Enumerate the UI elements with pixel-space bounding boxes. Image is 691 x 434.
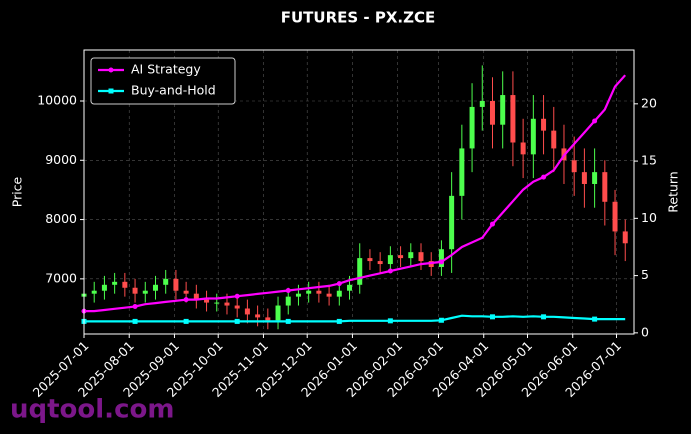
candle-body — [112, 281, 118, 285]
marker — [183, 297, 189, 303]
candle-body — [183, 290, 189, 294]
marker — [541, 314, 547, 320]
y-tick-label: 7000 — [45, 270, 77, 285]
y2-tick-label: 5 — [641, 267, 649, 282]
candle-body — [285, 296, 291, 306]
candle-body — [469, 106, 475, 149]
line — [84, 314, 626, 323]
candle-body — [295, 293, 301, 297]
candle-body — [541, 118, 547, 131]
marker — [387, 318, 393, 324]
marker — [183, 318, 189, 324]
candle-body — [479, 100, 485, 107]
marker — [132, 304, 138, 310]
marker — [541, 174, 547, 180]
legend-marker — [108, 88, 114, 94]
candle-body — [377, 261, 383, 265]
marker — [285, 287, 291, 293]
chart-title: FUTURES - PX.ZCE — [281, 9, 436, 27]
marker — [592, 316, 598, 322]
y2-tick-label: 20 — [641, 95, 657, 110]
marker — [234, 293, 240, 299]
candle-body — [316, 290, 322, 294]
candle-body — [122, 281, 128, 288]
marker — [336, 318, 342, 324]
candle-body — [234, 305, 240, 309]
marker — [336, 281, 342, 287]
candle-body — [193, 293, 199, 300]
marker — [438, 259, 444, 265]
candle-body — [265, 317, 271, 321]
y-tick-label: 9000 — [45, 152, 77, 167]
watermark: uqtool.com — [10, 395, 174, 425]
candle-body — [326, 293, 332, 297]
candle-body — [306, 290, 312, 294]
candle-body — [142, 290, 148, 294]
y-tick-label: 8000 — [45, 211, 77, 226]
legend-label: Buy-and-Hold — [131, 83, 216, 98]
y2-tick-label: 0 — [641, 324, 649, 339]
candle-body — [571, 160, 577, 173]
candle-body — [357, 258, 363, 285]
y-axis-label: Price — [10, 176, 25, 207]
candle-body — [622, 231, 628, 244]
candle-body — [132, 287, 138, 294]
marker — [387, 268, 393, 274]
y2-axis-label: Return — [666, 171, 681, 212]
candle-body — [275, 305, 281, 321]
candle-body — [398, 255, 404, 259]
candle-body — [530, 118, 536, 155]
candle-body — [336, 290, 342, 297]
y-tick-label: 10000 — [37, 92, 77, 107]
candle-body — [449, 195, 455, 250]
legend-box — [90, 57, 236, 105]
candle-body — [244, 308, 250, 315]
candle-body — [612, 201, 618, 232]
candle-body — [101, 284, 107, 291]
candle-body — [204, 299, 210, 303]
candle-body — [520, 142, 526, 155]
marker — [592, 118, 598, 124]
candle-body — [602, 172, 608, 202]
marker — [489, 314, 495, 320]
legend-label: AI Strategy — [131, 62, 201, 77]
candle-body — [214, 302, 220, 304]
legend-marker — [108, 67, 114, 73]
plot-frame — [83, 49, 635, 335]
line — [84, 74, 627, 313]
y2-tick-label: 15 — [641, 153, 657, 168]
candle-body — [510, 95, 516, 143]
candle-body — [418, 252, 424, 262]
marker — [489, 221, 495, 227]
candle-body — [408, 252, 414, 259]
marker — [234, 318, 240, 324]
candle-body — [500, 95, 506, 125]
candle-body — [387, 255, 393, 265]
candle-body — [224, 302, 230, 306]
candle-body — [551, 130, 557, 149]
candle-body — [163, 278, 169, 285]
candle-body — [347, 284, 353, 291]
candle-body — [581, 172, 587, 184]
candle-body — [592, 172, 598, 184]
y2-tick-label: 10 — [641, 210, 657, 225]
candle-body — [173, 278, 179, 291]
marker — [132, 318, 138, 324]
candle-body — [152, 284, 158, 291]
candle-body — [438, 249, 444, 268]
marker — [285, 318, 291, 324]
candle-body — [489, 100, 495, 125]
candle-body — [367, 258, 373, 262]
candle-body — [459, 148, 465, 196]
candle-body — [91, 290, 97, 294]
candle-body — [255, 314, 261, 318]
marker — [438, 317, 444, 323]
